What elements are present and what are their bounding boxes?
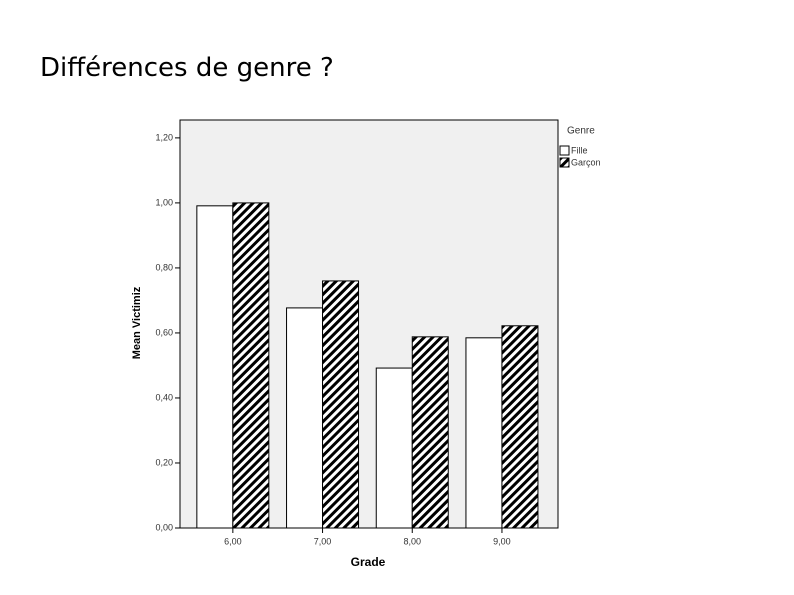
x-axis-label: Grade: [351, 555, 386, 569]
legend-swatch: [559, 157, 570, 168]
x-tick-label: 9,00: [493, 536, 511, 546]
bar: [286, 307, 324, 529]
y-tick-label: 0,20: [155, 457, 173, 467]
y-tick-label: 1,00: [155, 197, 173, 207]
bar: [465, 337, 503, 529]
y-tick-label: 0,00: [155, 522, 173, 532]
bar: [322, 280, 360, 529]
y-tick-label: 0,80: [155, 262, 173, 272]
y-tick-label: 0,40: [155, 392, 173, 402]
bar: [375, 367, 413, 529]
x-tick-label: 6,00: [224, 536, 242, 546]
bar: [501, 325, 539, 529]
bar: [232, 202, 270, 529]
y-tick-label: 1,20: [155, 132, 173, 142]
legend-label: Garçon: [571, 157, 601, 167]
legend-label: Fille: [571, 145, 588, 155]
y-axis-label: Mean Victimiz: [131, 286, 143, 359]
x-tick-label: 8,00: [403, 536, 421, 546]
slide-title: Différences de genre ?: [40, 53, 334, 83]
bar: [196, 205, 234, 529]
legend-swatch: [559, 145, 570, 156]
bar: [411, 336, 449, 529]
legend-title: Genre: [567, 126, 595, 137]
x-tick-label: 7,00: [314, 536, 332, 546]
y-tick-label: 0,60: [155, 327, 173, 337]
